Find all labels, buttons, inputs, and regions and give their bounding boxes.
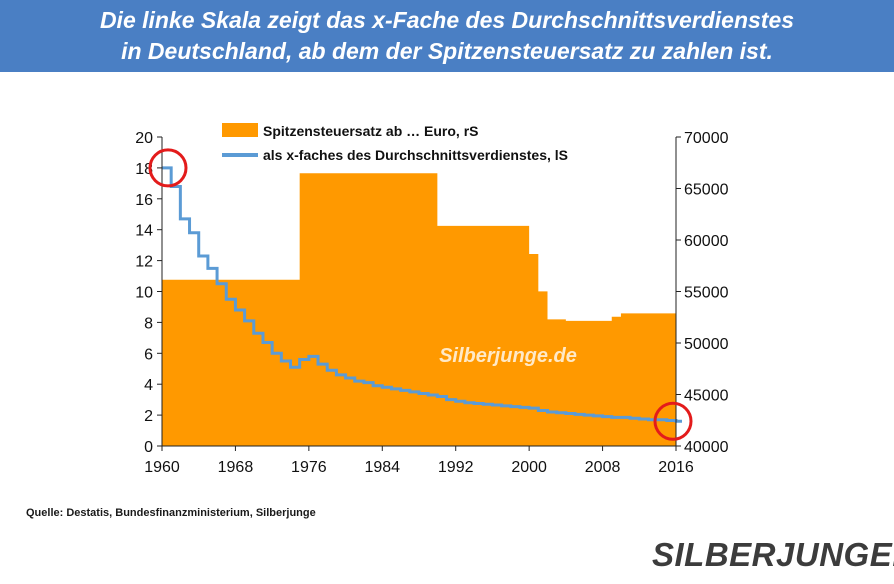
right-axis-tick-label: 65000 [684,182,729,199]
left-axis-tick-label: 8 [144,315,153,332]
left-axis-tick-label: 12 [135,254,153,271]
right-axis-tick-label: 55000 [684,285,729,302]
title-banner: Die linke Skala zeigt das x-Fache des Du… [0,0,894,72]
legend-label-line: als x-faches des Durchschnittsverdienste… [263,147,568,163]
right-axis-tick-label: 60000 [684,233,729,250]
left-axis-tick-label: 6 [144,346,153,363]
silberjunge-logo: SILBERJUNGE. [652,536,894,573]
right-axis-tick-label: 50000 [684,336,729,353]
left-axis-tick-label: 14 [135,223,153,240]
watermark-text: Silberjunge.de [439,345,577,367]
x-axis-tick-label: 2016 [658,459,694,476]
title-line-1: Die linke Skala zeigt das x-Fache des Du… [99,7,795,33]
highlight-circle [148,148,188,188]
x-axis-tick-label: 1960 [144,459,180,476]
left-axis-tick-label: 16 [135,192,153,209]
x-axis-tick-label: 1984 [364,459,400,476]
line-series-x-faches [162,166,682,423]
left-axis-tick-label: 10 [135,285,153,302]
title-line-2: in Deutschland, ab dem der Spitzensteuer… [121,38,773,64]
left-axis-tick-label: 18 [135,161,153,178]
left-axis-tick-label: 4 [144,377,153,394]
x-axis-tick-label: 2008 [585,459,621,476]
left-axis-tick-label: 20 [135,130,153,147]
x-axis-tick-label: 1976 [291,459,327,476]
highlight-circle [653,401,693,441]
right-axis-tick-label: 45000 [684,388,729,405]
right-axis-tick-label: 70000 [684,130,729,147]
x-axis-tick-label: 1968 [218,459,254,476]
x-axis-tick-label: 2000 [511,459,547,476]
source-note: Quelle: Destatis, Bundesfinanzministeriu… [26,507,316,519]
area-series-spitzensteuersatz [162,173,676,447]
left-axis-tick-label: 2 [144,408,153,425]
right-axis-tick-label: 40000 [684,439,729,456]
left-axis-tick-label: 0 [144,439,153,456]
x-axis-tick-label: 1992 [438,459,474,476]
legend-label-area: Spitzensteuersatz ab … Euro, rS [263,123,479,139]
legend-swatch-area [222,123,258,137]
